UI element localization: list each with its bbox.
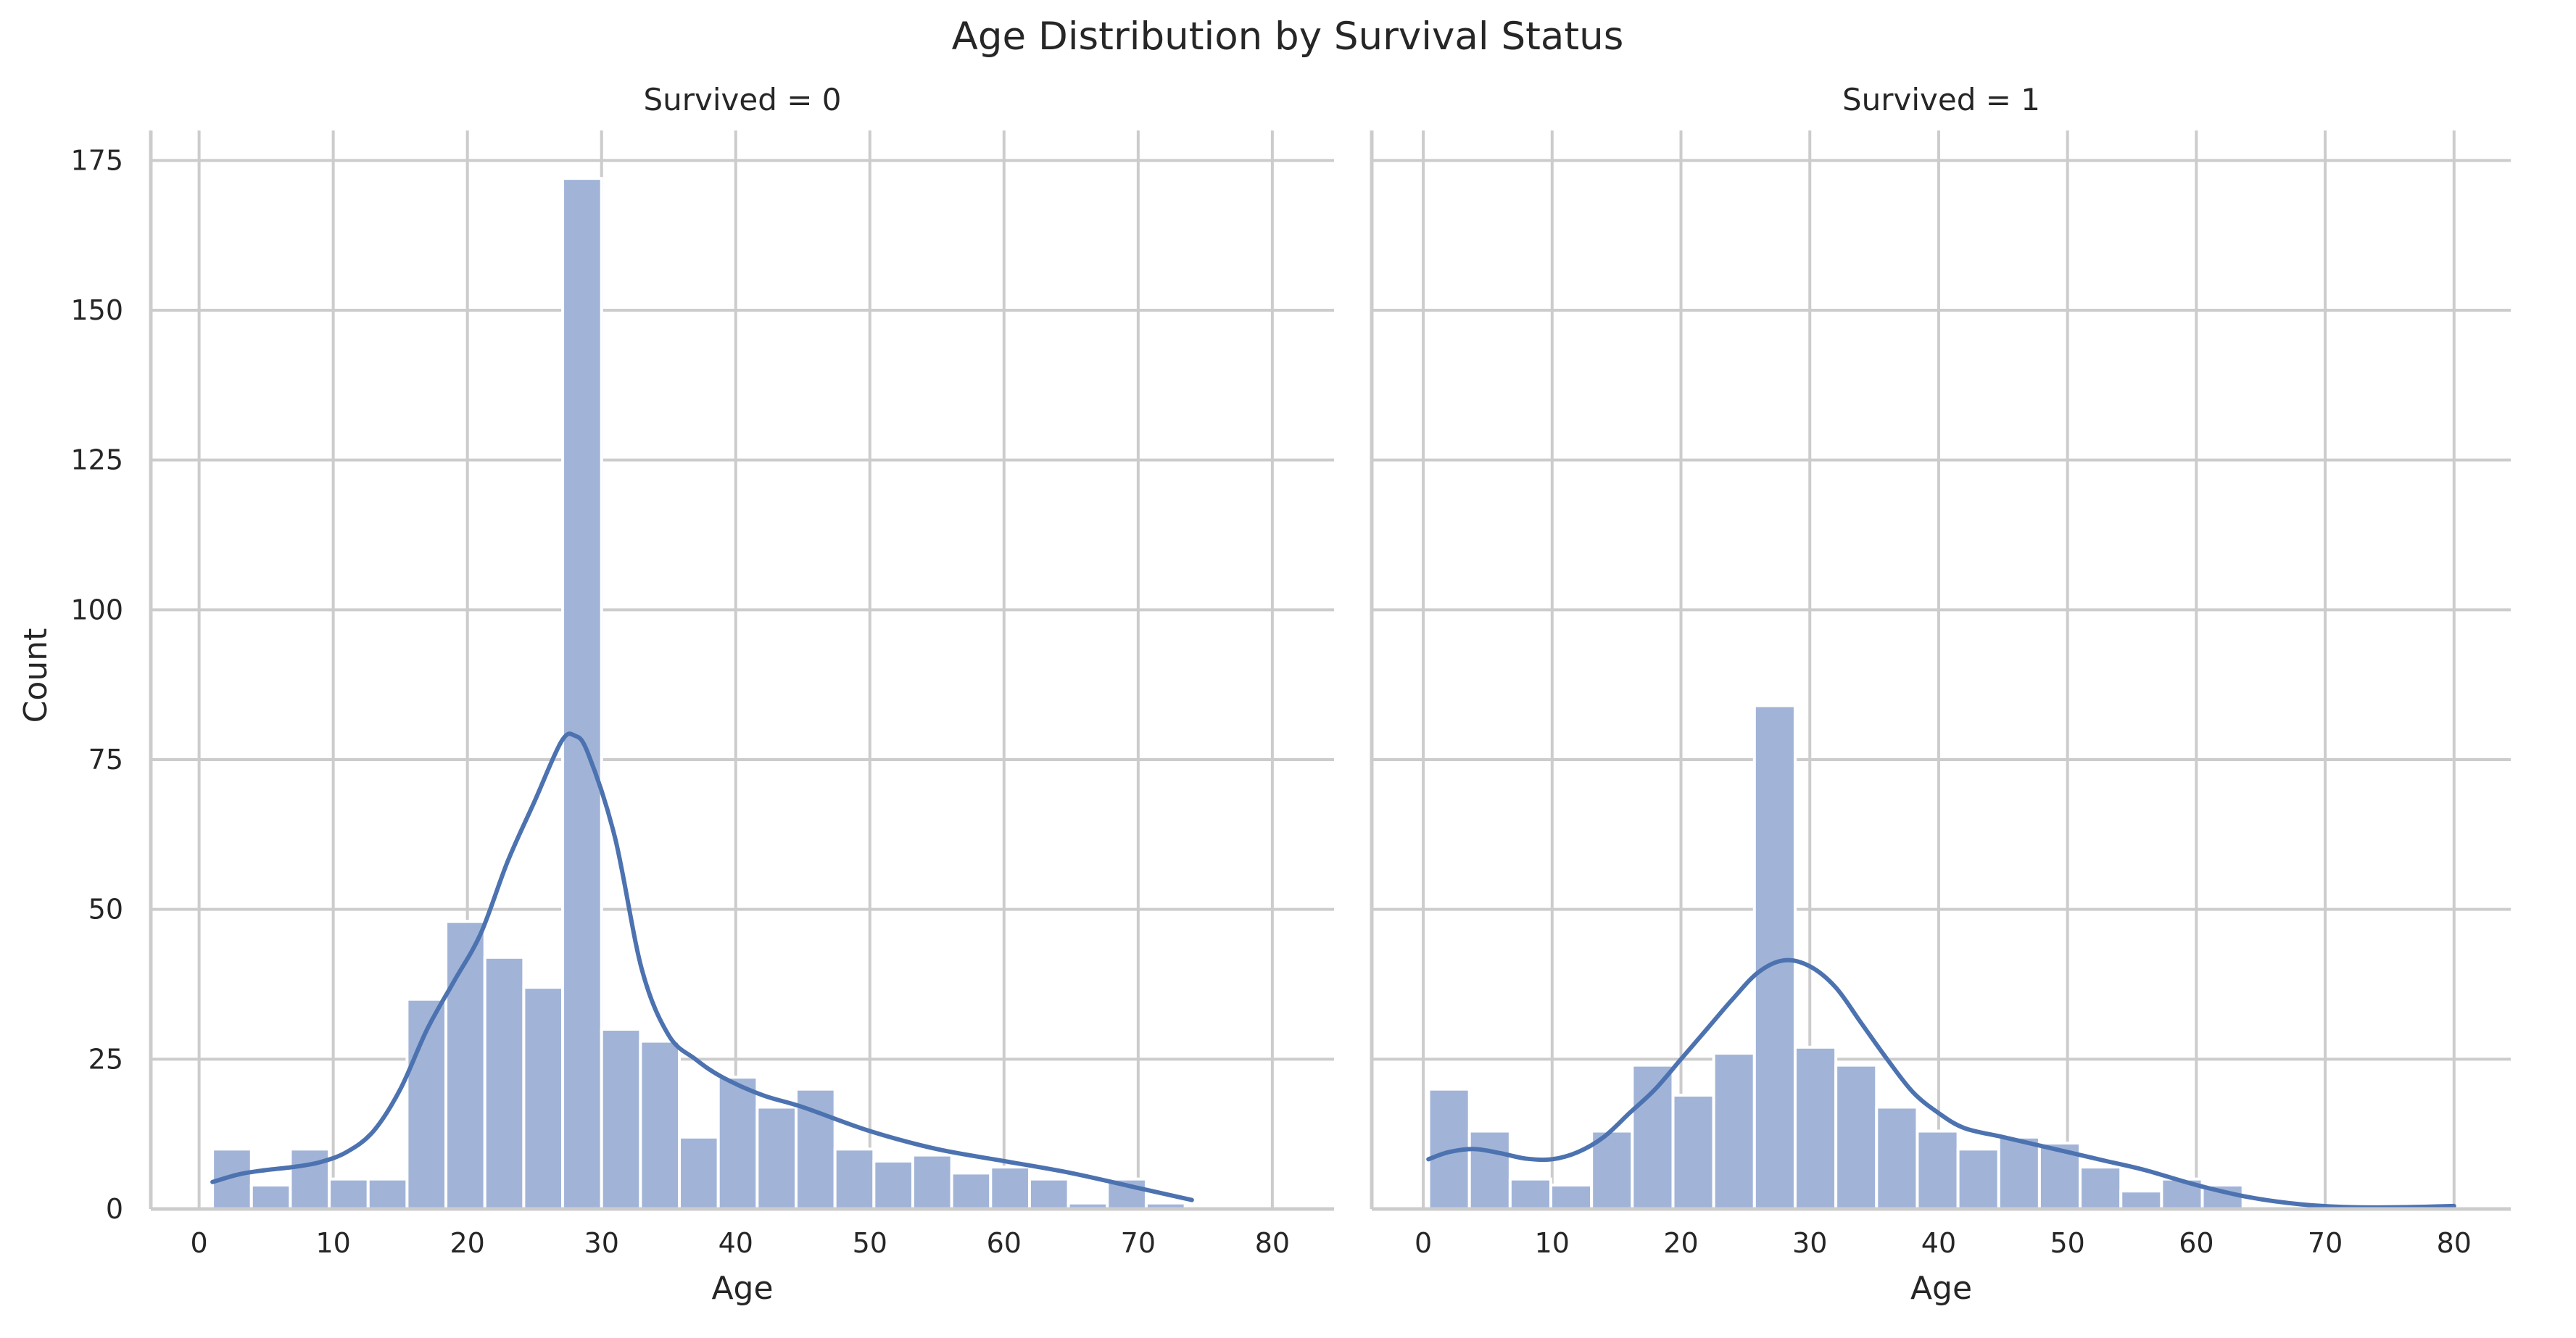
x-tick-label: 20 (1663, 1227, 1698, 1259)
facet-panel-1: 0 10 20 30 40 50 60 70 80 Age Survived = 1 (1370, 82, 2511, 1307)
x-tick-label: 0 (1415, 1227, 1432, 1259)
histogram-bar (989, 1165, 1031, 1210)
x-tick-label: 20 (450, 1227, 485, 1259)
histogram-bar (716, 1076, 759, 1210)
histogram-bar (755, 1105, 798, 1211)
x-tick-label: 70 (2308, 1227, 2343, 1259)
histogram-bar (950, 1171, 993, 1211)
histogram-bar (1956, 1147, 2000, 1211)
x-tick-label: 40 (1921, 1227, 1956, 1259)
facet-title: Survived = 0 (643, 82, 841, 117)
histogram-bar (2119, 1189, 2163, 1210)
histogram-bar (2079, 1165, 2123, 1210)
x-tick-label: 80 (1255, 1227, 1290, 1259)
histogram-bar (289, 1147, 331, 1211)
y-tick-label: 75 (88, 744, 123, 776)
histogram-bar (1875, 1105, 1919, 1211)
x-tick-label: 70 (1121, 1227, 1156, 1259)
histogram-bar (1508, 1177, 1553, 1210)
x-tick-label: 60 (2179, 1227, 2213, 1259)
kde-curve (210, 731, 1194, 1202)
x-tick-label: 60 (987, 1227, 1022, 1259)
histogram-bar (1793, 1045, 1838, 1211)
histogram-bar (911, 1153, 953, 1210)
y-tick-label: 50 (88, 894, 123, 926)
x-tick-label: 40 (718, 1227, 753, 1259)
histogram-bar (444, 920, 486, 1210)
y-tick-label: 175 (70, 144, 123, 176)
histogram-bar (366, 1177, 409, 1210)
histogram-bar (522, 986, 565, 1210)
x-tick-label: 10 (315, 1227, 350, 1259)
histogram-bar (678, 1135, 720, 1211)
histogram-bar (1997, 1135, 2041, 1211)
histogram-bar (1752, 704, 1797, 1210)
x-tick-label: 50 (853, 1227, 887, 1259)
chart-title: Age Distribution by Survival Status (952, 14, 1624, 59)
histogram-bar (1671, 1093, 1715, 1211)
x-axis-title: Age (711, 1270, 773, 1307)
x-tick-label: 10 (1535, 1227, 1570, 1259)
y-tick-label: 100 (70, 594, 123, 626)
x-tick-label: 30 (1792, 1227, 1827, 1259)
facet-panels: 0 10 20 30 40 50 60 70 800255075100125150175AgeS… (70, 82, 2511, 1307)
x-axis-title: Age (1910, 1270, 1972, 1307)
histogram-bar (1549, 1183, 1594, 1211)
y-tick-label: 0 (106, 1193, 123, 1225)
facet-panel-0: 0 10 20 30 40 50 60 70 80 0 25 50 75 100 125 150 175 Age S… (70, 82, 1334, 1307)
histogram-bar (872, 1159, 914, 1211)
histogram-bar (833, 1147, 876, 1211)
histogram-bar (600, 1028, 642, 1210)
y-axis-title: Count (17, 628, 54, 723)
histogram-bar (483, 955, 526, 1211)
histogram-bar (1027, 1177, 1070, 1210)
histogram-bar (1916, 1129, 1960, 1210)
histogram-bar (1631, 1063, 1675, 1210)
histogram-bar (1467, 1129, 1512, 1210)
x-tick-label: 50 (2050, 1227, 2084, 1259)
y-tick-label: 25 (88, 1043, 123, 1075)
histogram-bar (561, 177, 603, 1211)
facet-title: Survived = 1 (1842, 82, 2040, 117)
x-tick-label: 0 (191, 1227, 208, 1259)
histogram-bar (1834, 1063, 1879, 1210)
y-tick-label: 150 (70, 294, 123, 326)
histogram-bar (639, 1039, 682, 1210)
histogram-bar (249, 1183, 292, 1211)
x-tick-label: 30 (584, 1227, 619, 1259)
y-tick-label: 125 (70, 444, 123, 476)
histogram-bar (1712, 1052, 1756, 1210)
x-tick-label: 80 (2437, 1227, 2472, 1259)
kde-curve (1426, 957, 2456, 1210)
histogram-bar (328, 1177, 370, 1210)
